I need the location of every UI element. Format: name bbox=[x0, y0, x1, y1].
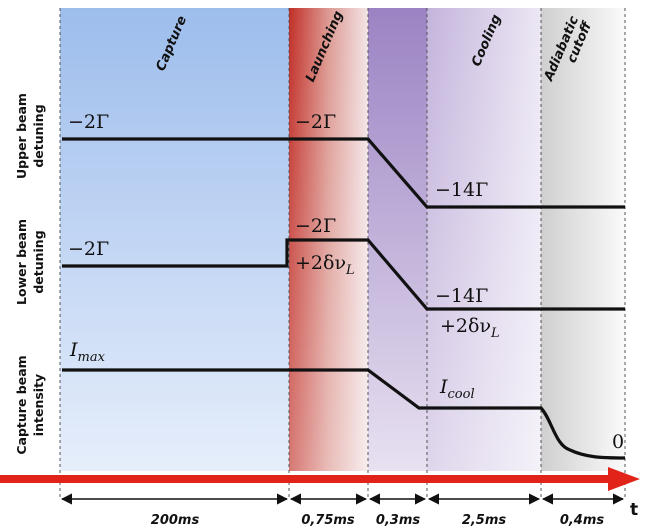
upper-end-value: −14Γ bbox=[435, 179, 488, 201]
lower-start-value: −2Γ bbox=[68, 238, 109, 260]
lower-launch-value-1: −2Γ bbox=[295, 215, 336, 237]
duration-label-capture: 200ms bbox=[151, 513, 200, 528]
lower-launch-value-2-base: +2δν bbox=[295, 252, 346, 274]
adiabatic-phase-region bbox=[541, 8, 625, 471]
lower-end-value-2: +2δνL bbox=[440, 315, 500, 341]
lower-beam-trace bbox=[62, 238, 625, 311]
imax-base: I bbox=[69, 339, 78, 361]
time-axis-bar bbox=[0, 475, 612, 483]
row-label-upper-line2: detuning bbox=[31, 104, 46, 167]
row-label-lower-line1: Lower beam bbox=[14, 219, 29, 305]
icool-label: Icool bbox=[439, 376, 475, 402]
lower-launch-value-2-sub: L bbox=[345, 263, 355, 278]
upper-launch-value: −2Γ bbox=[295, 111, 336, 133]
zero-value: 0 bbox=[612, 431, 624, 453]
time-axis-label: t bbox=[630, 500, 638, 520]
capture-phase-region bbox=[60, 8, 289, 471]
imax-sub: max bbox=[78, 350, 106, 365]
capture-intensity-trace bbox=[62, 368, 626, 460]
row-label-capture-line2: intensity bbox=[31, 374, 46, 436]
row-label-upper-line1: Upper beam bbox=[14, 93, 29, 179]
time-axis-arrowhead bbox=[608, 467, 640, 491]
transition-phase-region bbox=[368, 8, 427, 471]
icool-sub: cool bbox=[448, 387, 475, 402]
duration-label-transition: 0,3ms bbox=[376, 513, 421, 528]
lower-end-value-1: −14Γ bbox=[435, 285, 488, 307]
row-label-lower-line2: detuning bbox=[31, 230, 46, 293]
duration-label-launching: 0,75ms bbox=[301, 513, 355, 528]
lower-launch-value-2: +2δνL bbox=[295, 252, 355, 278]
icool-base: I bbox=[439, 376, 448, 398]
upper-beam-trace bbox=[62, 137, 625, 209]
duration-label-cooling: 2,5ms bbox=[462, 513, 507, 528]
lower-end-value-2-sub: L bbox=[490, 326, 500, 341]
upper-start-value: −2Γ bbox=[68, 111, 109, 133]
cooling-phase-fade bbox=[427, 8, 541, 471]
row-label-capture-line1: Capture beam bbox=[14, 355, 29, 454]
lower-end-value-2-base: +2δν bbox=[440, 315, 491, 337]
duration-label-adiabatic: 0,4ms bbox=[560, 513, 605, 528]
imax-label: Imax bbox=[69, 339, 106, 365]
